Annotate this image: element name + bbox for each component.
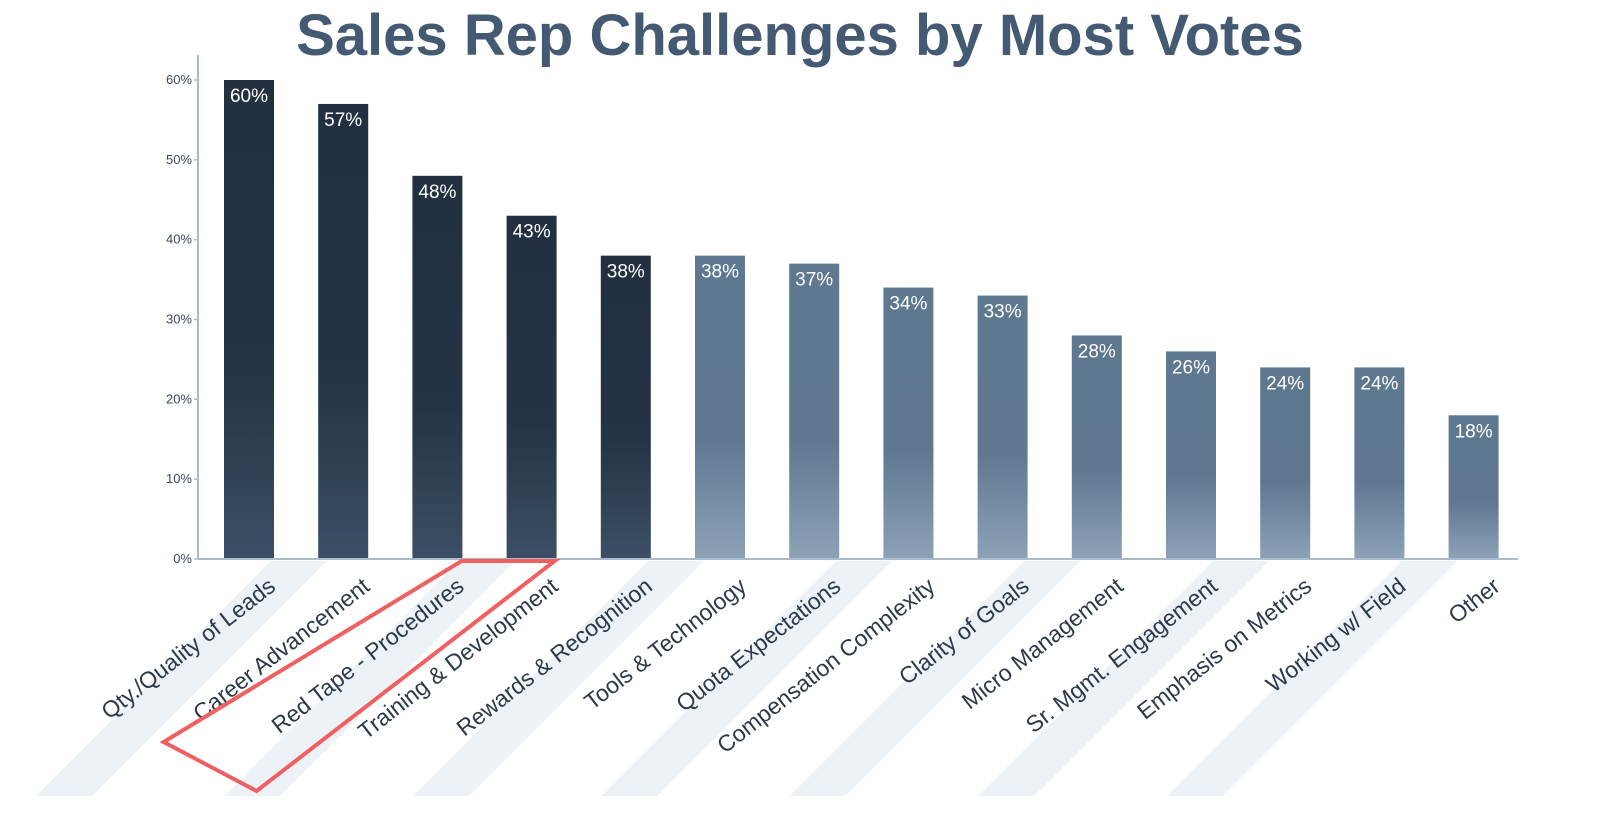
y-tick-label: 30% xyxy=(166,312,192,327)
y-tick-label: 60% xyxy=(166,72,192,87)
label-band xyxy=(789,561,1081,796)
bar xyxy=(977,295,1028,559)
y-axis: 0% 10% 20% 30% 40% 50% 60% xyxy=(166,55,199,566)
bar-value-label: 34% xyxy=(889,294,927,315)
bar-value-label: 24% xyxy=(1360,373,1398,394)
bar xyxy=(789,263,840,559)
bar-value-label: 37% xyxy=(795,270,833,291)
bar-value-label: 24% xyxy=(1266,373,1304,394)
bar xyxy=(600,255,651,559)
y-tick-label: 50% xyxy=(166,152,192,167)
bar xyxy=(1260,367,1311,559)
category-label: Qty./Quality of Leads xyxy=(96,572,280,724)
bar xyxy=(1354,367,1405,559)
bar xyxy=(412,175,463,560)
y-tick-label: 0% xyxy=(173,551,192,566)
bar-value-label: 33% xyxy=(984,302,1022,323)
bar xyxy=(1071,335,1122,559)
bar-value-label: 57% xyxy=(324,110,362,131)
bar xyxy=(1166,351,1216,559)
bar-value-label: 48% xyxy=(418,182,456,203)
label-band xyxy=(224,561,516,796)
label-band xyxy=(601,561,893,796)
y-tick-label: 10% xyxy=(166,471,192,486)
bar xyxy=(318,103,369,559)
bar-value-label: 43% xyxy=(513,222,551,243)
highlight-box-outline xyxy=(159,559,561,794)
label-bands xyxy=(36,561,1458,796)
bar xyxy=(1448,415,1499,559)
bar xyxy=(883,287,934,559)
bar-value-label: 18% xyxy=(1455,421,1493,442)
y-tick-label: 40% xyxy=(166,232,192,247)
bar-value-label: 60% xyxy=(230,86,268,107)
bar xyxy=(695,255,745,559)
chart-title: Sales Rep Challenges by Most Votes xyxy=(296,3,1304,68)
bar-value-label: 38% xyxy=(701,262,739,283)
label-band xyxy=(1166,561,1458,796)
bars: 60% 57% 48% 43% 38% 38% 37% 34% 33% 28% 26% 24% 24% 1… xyxy=(224,80,1499,560)
highlight-box xyxy=(159,559,561,794)
label-band xyxy=(978,561,1269,796)
bar-value-label: 38% xyxy=(607,262,645,283)
category-label: Other xyxy=(1443,572,1505,628)
bar xyxy=(506,215,557,559)
label-band xyxy=(36,561,327,796)
bar xyxy=(224,80,274,559)
bar-value-label: 28% xyxy=(1078,341,1116,362)
bar-value-label: 26% xyxy=(1172,357,1210,378)
label-band xyxy=(412,561,704,796)
y-tick-label: 20% xyxy=(166,391,192,406)
